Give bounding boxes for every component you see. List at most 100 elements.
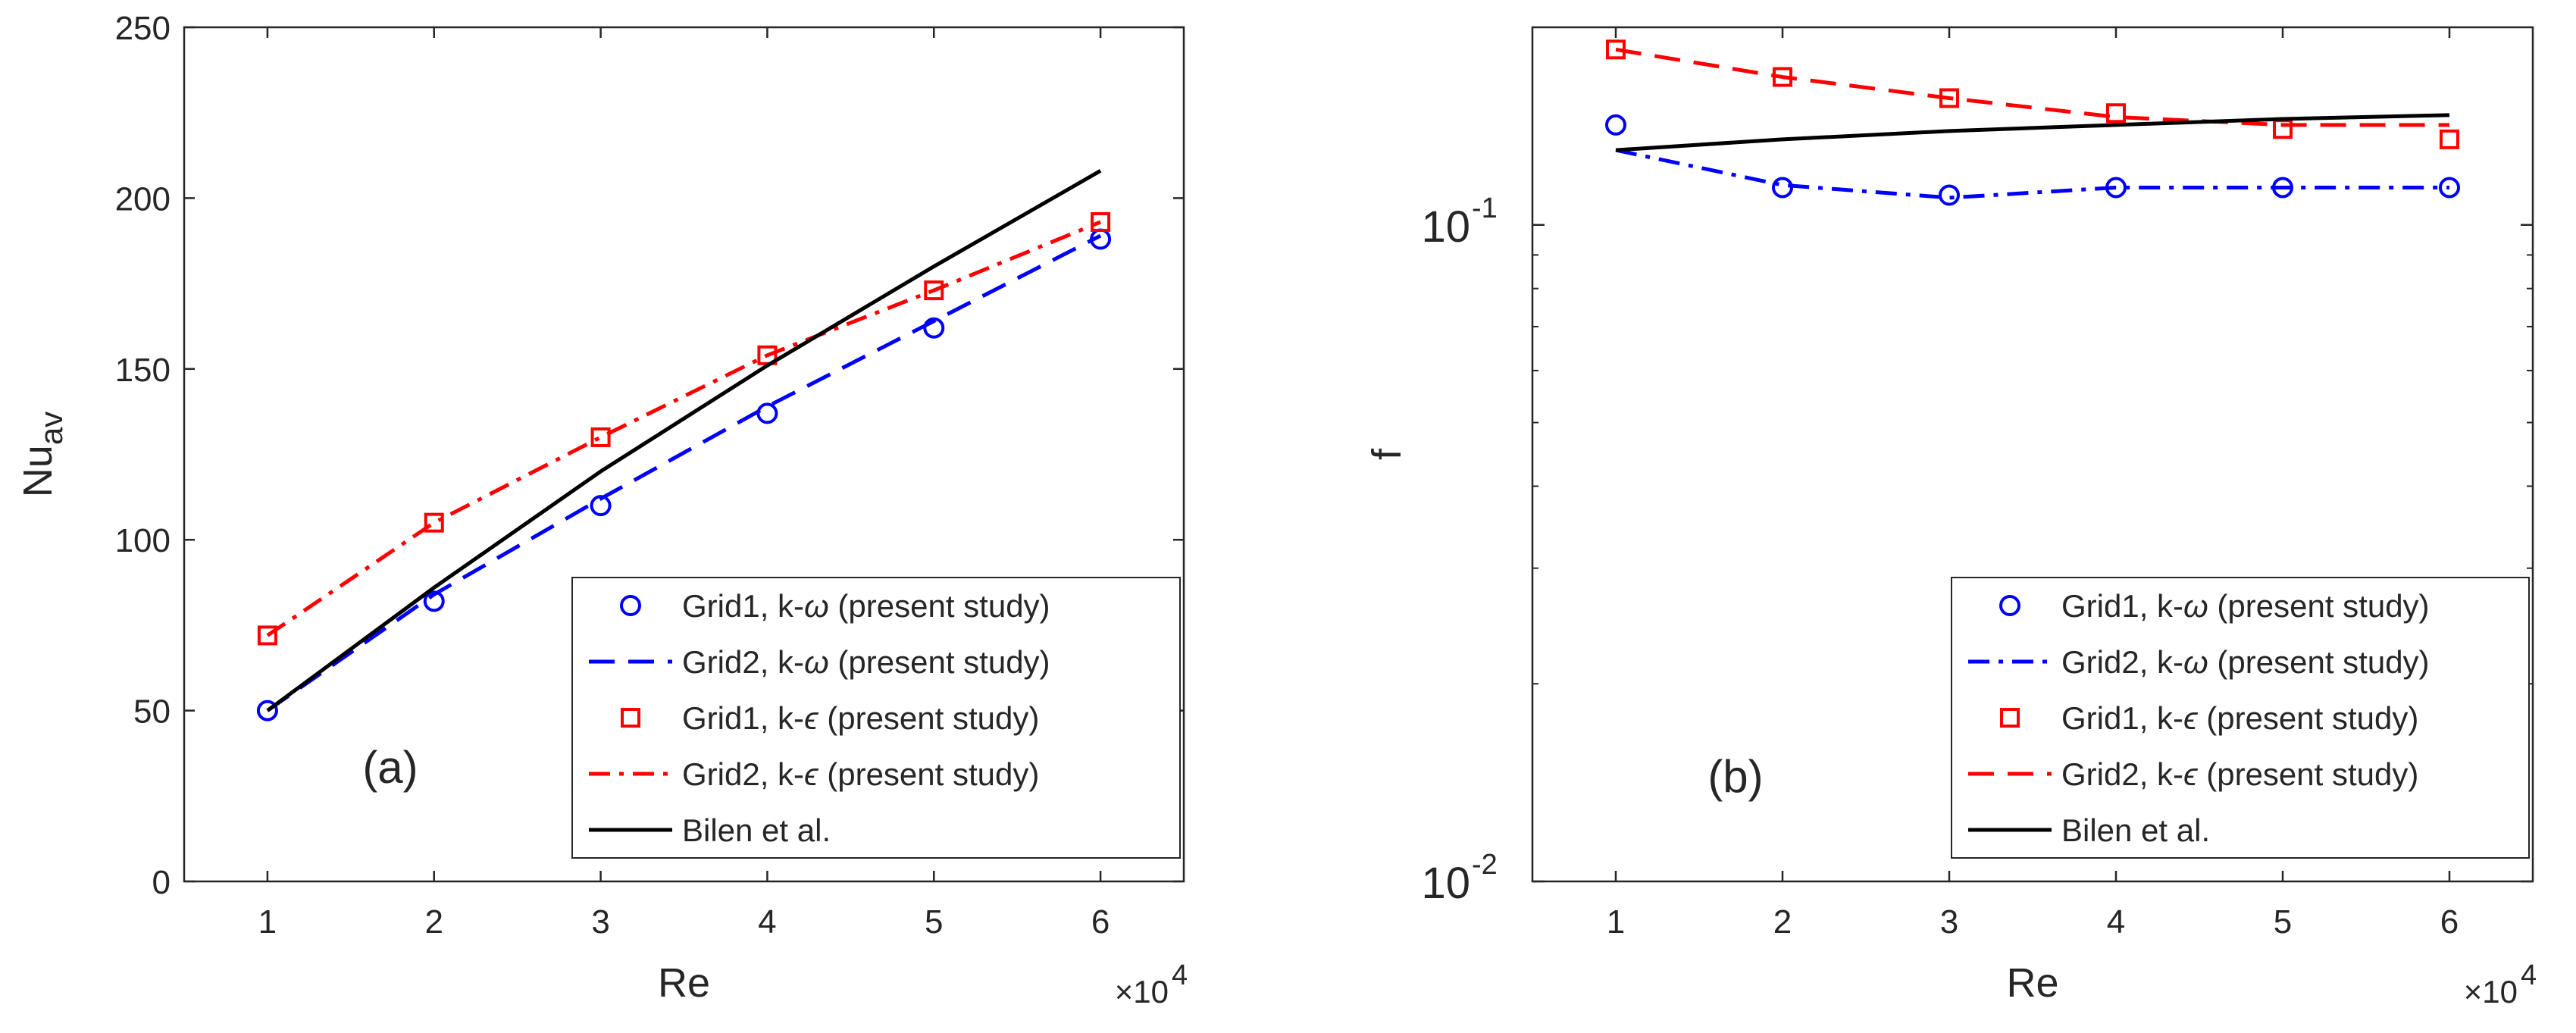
legend-label-suffix: (present study) [2208,588,2430,624]
legend-box [1951,577,2530,859]
data-point-circle [256,700,278,722]
data-point-circle [1772,177,1793,199]
legend-box [571,577,1181,859]
x-tick-label: 4 [758,903,776,941]
y-tick-label: 250 [115,10,171,47]
legend-label-name: Grid1, k- [682,588,804,624]
data-point-square [1091,211,1111,232]
legend-label-name: Grid2, k- [2061,644,2183,680]
y-axis-label-sub: av [33,412,69,445]
x-tick-label: 6 [2440,903,2459,941]
series-line [1615,113,2450,152]
y-axis-label: Nuav [15,412,69,497]
y-axis-label-main: f [1364,448,1410,460]
y-tick-label: 50 [133,693,171,731]
series-line [1615,148,2449,200]
x-multiplier: ×10 [1115,974,1169,1010]
series-line [1615,47,2449,127]
y-axis-label-group: Nuav [15,412,69,497]
series-line [266,233,1102,712]
legend-label: Grid2, k-ω (present study) [2061,644,2430,680]
series-4 [266,169,1102,712]
data-point-square [257,625,277,646]
data-point-circle [756,402,778,424]
data-point-circle [1605,114,1626,136]
data-point-square [424,512,444,533]
y-tick-label-exp: -1 [1472,193,1498,224]
legend-swatch-circle [620,595,641,616]
legend-label-suffix: (present study) [829,644,1050,680]
legend-label: Grid2, k-ϵ (present study) [2061,756,2418,792]
x-multiplier: ×10 [2464,974,2518,1010]
legend-label: Grid1, k-ϵ (present study) [682,700,1039,736]
series-1 [266,233,1102,712]
x-axis-label: Re [658,960,710,1006]
data-point-circle [923,317,945,339]
legend-label-name: Grid1, k- [2061,588,2183,624]
panel-tag: (b) [1707,751,1763,802]
legend: Grid1, k-ω (present study) Grid2, k-ω (pr… [571,577,1181,859]
series-2 [1606,39,2459,149]
legend-label: Bilen et al. [2061,812,2210,848]
axes-box [183,26,1185,883]
x-tick-label: 1 [258,903,277,941]
legend-swatch-circle [1999,595,2020,616]
legend: Grid1, k-ω (present study)Grid2, k-ω (pr… [1951,577,2530,859]
legend-label-greek: ω [2183,644,2208,680]
legend-label-suffix: (present study) [2198,756,2419,792]
x-multiplier-exp: 4 [2521,959,2537,991]
legend-label-greek: ω [2183,588,2208,624]
legend-label: Grid2, k-ϵ (present study) [682,756,1039,792]
panel-tag: (a) [362,742,418,793]
legend-label-suffix: (present study) [2208,644,2430,680]
legend-label-name: Grid2, k- [682,644,804,680]
y-axis-label: f [1364,448,1410,460]
x-tick-label: 3 [1940,903,1958,941]
axes-box [1531,26,2534,883]
legend-label-name: Grid2, k- [682,756,804,792]
series-3 [1615,47,2449,127]
legend-label: Grid2, k-ω (present study) [682,644,1050,680]
data-point-circle [1939,184,1960,206]
series-1 [1615,148,2449,200]
legend-label: Grid1, k-ω (present study) [2061,588,2430,624]
data-point-square [590,427,611,447]
data-point-square [2440,129,2459,149]
y-axis-label-group: f [1364,448,1410,460]
legend-swatch-square [2000,708,2020,728]
data-point-square [2106,103,2126,124]
legend-label: Grid1, k-ω (present study) [682,588,1050,624]
x-tick-label: 4 [2107,903,2125,941]
x-tick-label: 2 [425,903,443,941]
series-line [266,169,1102,712]
y-axis-label-main: Nu [15,445,61,497]
legend-label-name: Grid2, k- [2061,756,2183,792]
legend-label: Grid1, k-ϵ (present study) [2061,700,2418,736]
y-tick-label: 200 [115,180,171,218]
data-point-square [924,280,944,301]
legend-label-name: Grid1, k- [682,700,804,736]
x-tick-label: 3 [591,903,609,941]
y-tick-label-base: 10 [1421,202,1470,252]
x-multiplier-exp: 4 [1172,959,1188,991]
legend-label-suffix: (present study) [818,756,1040,792]
series-line [266,220,1102,637]
legend-label-suffix: (present study) [829,588,1050,624]
panel-b: 1 2 3 4 5 610 -210 -1Re ×10 4f(b)Grid1, k-ω (pres… [1364,26,2537,1010]
series-3 [266,220,1102,637]
legend-label-greek: ϵ [804,756,819,792]
legend-label-greek: ϵ [2183,756,2199,792]
data-point-circle [2439,177,2460,199]
legend-label: Bilen et al. [682,812,831,848]
x-tick-label: 1 [1607,903,1625,941]
series-4 [1615,113,2450,152]
legend-label-greek: ϵ [804,700,819,736]
legend-label-suffix: (present study) [818,700,1040,736]
data-point-circle [590,495,612,517]
x-tick-label: 5 [925,903,943,941]
y-tick-label: 100 [115,522,171,559]
y-tick-label: 150 [115,352,171,389]
x-axis-label: Re [2006,960,2058,1006]
